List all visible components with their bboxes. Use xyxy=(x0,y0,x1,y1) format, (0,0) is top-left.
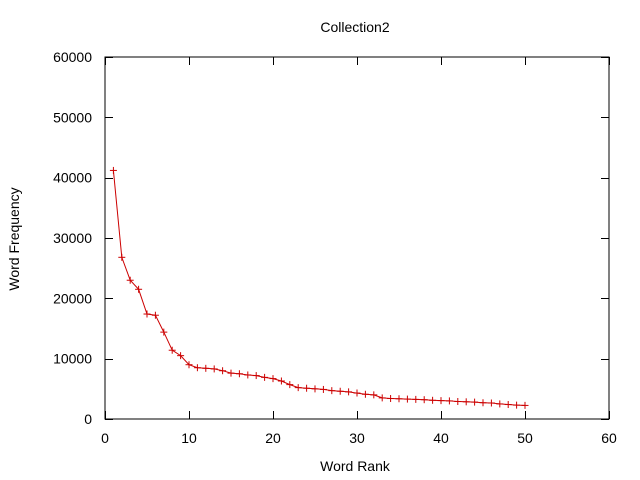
y-tick-label: 50000 xyxy=(53,109,92,125)
x-tick-label: 60 xyxy=(601,430,617,446)
data-point xyxy=(235,370,243,378)
y-tick-label: 60000 xyxy=(53,49,92,65)
y-tick-label: 20000 xyxy=(53,290,92,306)
data-point xyxy=(294,384,302,392)
data-point xyxy=(471,398,479,406)
data-point xyxy=(353,389,361,397)
data-point xyxy=(454,398,462,406)
data-point xyxy=(445,397,453,405)
data-point xyxy=(219,367,227,375)
data-point xyxy=(345,388,353,396)
data-point xyxy=(462,398,470,406)
data-point xyxy=(168,346,176,354)
data-point xyxy=(202,364,210,372)
data-point xyxy=(143,310,151,318)
data-point xyxy=(286,381,294,389)
data-point xyxy=(487,399,495,407)
data-point xyxy=(437,397,445,405)
data-point xyxy=(361,390,369,398)
x-tick-labels: 0 10 20 30 40 50 60 xyxy=(101,430,617,446)
data-point xyxy=(109,166,117,174)
y-tick-labels: 0 10000 20000 30000 40000 50000 60000 xyxy=(53,49,92,427)
data-point xyxy=(227,369,235,377)
data-point xyxy=(177,352,185,360)
data-point xyxy=(185,361,193,369)
y-tick-label: 10000 xyxy=(53,351,92,367)
axis-ticks xyxy=(105,57,610,420)
data-point xyxy=(319,385,327,393)
y-tick-label: 0 xyxy=(84,411,92,427)
plot-frame xyxy=(104,56,610,420)
x-axis-label: Word Rank xyxy=(320,458,391,474)
data-point xyxy=(387,394,395,402)
data-point xyxy=(160,328,168,336)
series-group xyxy=(109,166,529,409)
data-point xyxy=(336,387,344,395)
data-point xyxy=(521,401,529,409)
data-point xyxy=(277,377,285,385)
chart-title: Collection2 xyxy=(320,19,389,35)
x-tick-label: 50 xyxy=(517,430,533,446)
data-point xyxy=(193,364,201,372)
y-tick-label: 40000 xyxy=(53,170,92,186)
data-point xyxy=(513,401,521,409)
data-point xyxy=(151,311,159,319)
data-point xyxy=(118,253,126,261)
data-point xyxy=(126,276,134,284)
data-point xyxy=(269,375,277,383)
data-point xyxy=(311,385,319,393)
data-point xyxy=(210,365,218,373)
data-point xyxy=(252,372,260,380)
x-tick-label: 20 xyxy=(265,430,281,446)
data-point xyxy=(303,384,311,392)
data-point xyxy=(328,387,336,395)
data-point xyxy=(412,395,420,403)
x-tick-label: 10 xyxy=(181,430,197,446)
data-point xyxy=(429,396,437,404)
x-tick-label: 0 xyxy=(101,430,109,446)
data-point xyxy=(395,395,403,403)
x-tick-label: 30 xyxy=(349,430,365,446)
y-tick-label: 30000 xyxy=(53,230,92,246)
y-axis-label: Word Frequency xyxy=(6,187,22,290)
series-line xyxy=(112,170,526,406)
data-point xyxy=(420,396,428,404)
data-point xyxy=(261,373,269,381)
data-point xyxy=(378,394,386,402)
data-point xyxy=(135,285,143,293)
x-tick-label: 40 xyxy=(433,430,449,446)
data-point xyxy=(370,391,378,399)
data-point xyxy=(403,395,411,403)
data-point xyxy=(244,371,252,379)
data-point xyxy=(496,400,504,408)
data-point xyxy=(504,401,512,409)
data-point xyxy=(479,399,487,407)
